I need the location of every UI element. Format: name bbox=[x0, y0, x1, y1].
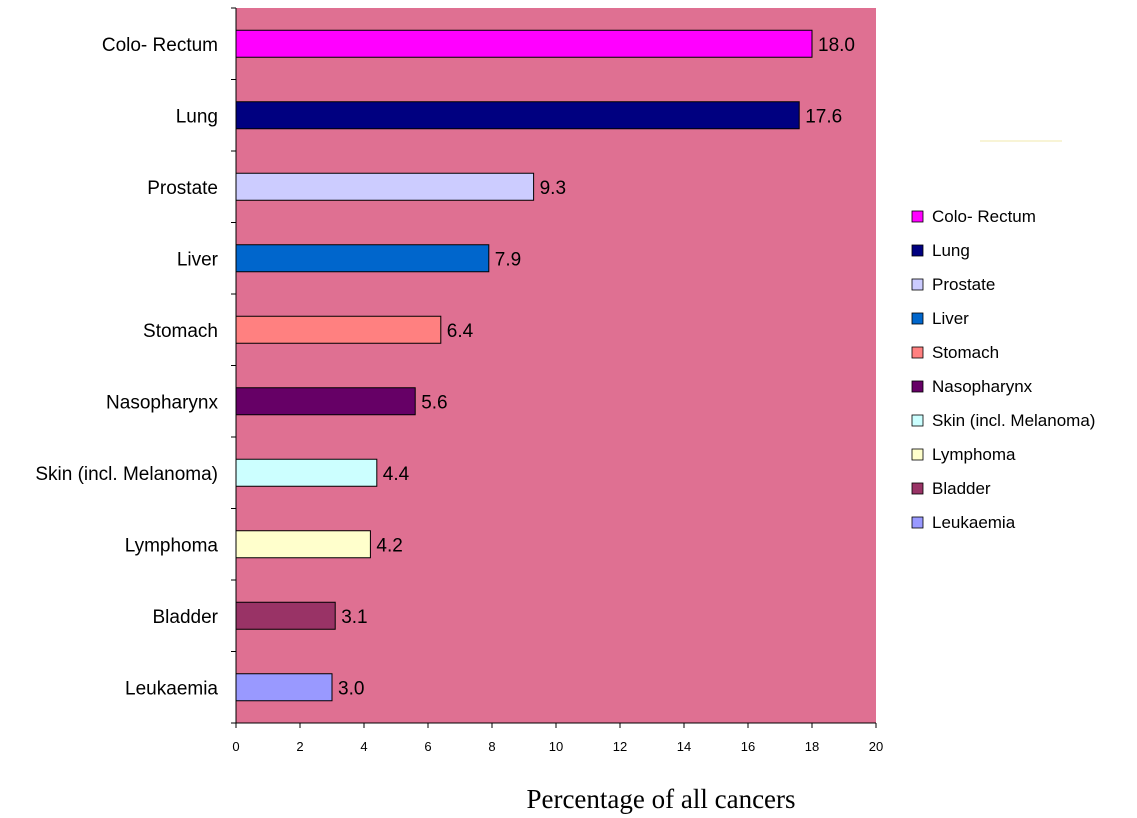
x-tick-label: 2 bbox=[296, 739, 303, 754]
x-tick-label: 16 bbox=[741, 739, 755, 754]
y-axis-ticks bbox=[231, 7, 236, 724]
x-tick-label: 4 bbox=[360, 739, 367, 754]
value-labels: 18.0 17.6 9.3 7.9 6.4 5.6 4.4 4.2 3.1 3.0 bbox=[338, 35, 855, 700]
bar bbox=[235, 458, 378, 487]
x-tick-label: 20 bbox=[869, 739, 883, 754]
legend-entry: Lymphoma bbox=[932, 445, 1016, 464]
bar bbox=[235, 29, 813, 58]
bar bbox=[235, 315, 442, 344]
legend-swatch bbox=[911, 210, 924, 223]
category-label: Lung bbox=[176, 106, 218, 127]
category-label: Leukaemia bbox=[125, 678, 218, 699]
category-label: Bladder bbox=[153, 607, 219, 628]
category-label: Skin (incl. Melanoma) bbox=[35, 464, 218, 485]
legend-swatch bbox=[911, 448, 924, 461]
bar bbox=[235, 244, 490, 273]
legend-entry: Bladder bbox=[932, 479, 991, 498]
legend-swatch bbox=[911, 414, 924, 427]
legend-entry: Prostate bbox=[932, 275, 995, 294]
bar bbox=[235, 101, 800, 130]
value-label: 4.4 bbox=[383, 464, 410, 485]
value-label: 9.3 bbox=[540, 178, 566, 199]
x-tick-label: 18 bbox=[805, 739, 819, 754]
legend-entry: Liver bbox=[932, 309, 969, 328]
bar bbox=[235, 530, 371, 559]
category-label: Nasopharynx bbox=[106, 392, 218, 413]
x-tick-label: 14 bbox=[677, 739, 691, 754]
legend-entry: Colo- Rectum bbox=[932, 207, 1036, 226]
legend-swatch bbox=[911, 312, 924, 325]
legend-swatch bbox=[911, 346, 924, 359]
value-label: 18.0 bbox=[818, 35, 855, 56]
legend-swatch bbox=[911, 244, 924, 257]
legend-swatch bbox=[911, 380, 924, 393]
category-label: Stomach bbox=[143, 321, 218, 342]
category-labels: Colo- Rectum Lung Prostate Liver Stomach Naso… bbox=[35, 35, 218, 700]
legend-entry: Leukaemia bbox=[932, 513, 1016, 532]
bar bbox=[235, 172, 535, 201]
value-label: 3.1 bbox=[341, 607, 367, 628]
value-label: 5.6 bbox=[421, 392, 447, 413]
legend: Colo- Rectum Lung Prostate Liver Stomach Naso… bbox=[911, 207, 1095, 532]
category-label: Liver bbox=[177, 249, 219, 270]
bar bbox=[235, 387, 416, 416]
legend-entry: Skin (incl. Melanoma) bbox=[932, 411, 1095, 430]
x-axis-ticks: 0 2 4 6 8 10 12 14 16 18 20 bbox=[232, 723, 883, 754]
legend-entry: Lung bbox=[932, 241, 970, 260]
bar bbox=[235, 673, 333, 702]
value-label: 7.9 bbox=[495, 249, 521, 270]
category-label: Colo- Rectum bbox=[102, 35, 218, 56]
x-tick-label: 12 bbox=[613, 739, 627, 754]
legend-entry: Stomach bbox=[932, 343, 999, 362]
category-label: Lymphoma bbox=[125, 535, 219, 556]
legend-entry: Nasopharynx bbox=[932, 377, 1033, 396]
bars bbox=[235, 29, 813, 702]
x-axis-label: Percentage of all cancers bbox=[526, 784, 795, 814]
category-label: Prostate bbox=[147, 178, 218, 199]
bar bbox=[235, 601, 336, 630]
x-tick-label: 0 bbox=[232, 739, 239, 754]
legend-swatch bbox=[911, 482, 924, 495]
x-tick-label: 10 bbox=[549, 739, 563, 754]
legend-swatch bbox=[911, 278, 924, 291]
value-label: 4.2 bbox=[376, 535, 402, 556]
x-tick-label: 6 bbox=[424, 739, 431, 754]
value-label: 3.0 bbox=[338, 678, 364, 699]
value-label: 6.4 bbox=[447, 321, 474, 342]
value-label: 17.6 bbox=[805, 106, 842, 127]
x-tick-label: 8 bbox=[488, 739, 495, 754]
legend-swatch bbox=[911, 516, 924, 529]
